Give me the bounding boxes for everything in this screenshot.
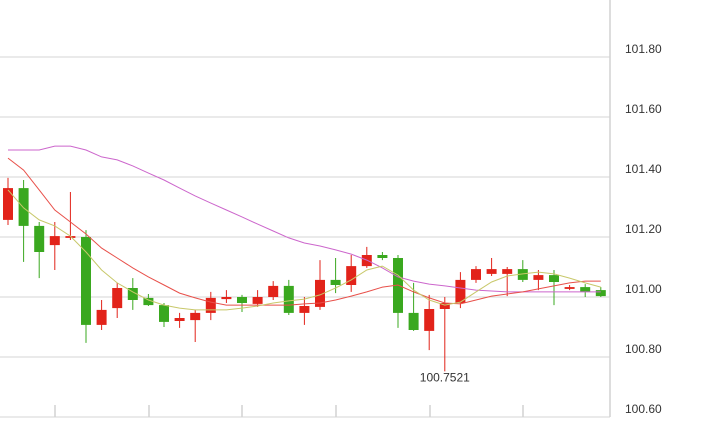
candle-body (315, 279, 325, 307)
candle-body (96, 309, 107, 325)
candle-body (330, 279, 341, 285)
candle-body (18, 188, 29, 226)
candle-body (252, 297, 263, 304)
candle-body (580, 287, 591, 292)
candle-body (455, 279, 466, 303)
candle-body (564, 287, 575, 289)
candle-body (471, 269, 481, 280)
candle-body (65, 236, 76, 238)
y-tick-label: 101.60 (625, 102, 662, 116)
low-annotation: 100.7521 (420, 371, 470, 385)
candle-body (34, 225, 45, 252)
candle-body (143, 297, 154, 306)
y-tick-label: 101.20 (625, 222, 662, 236)
moving-average-line (7, 157, 601, 306)
candle-body (237, 297, 247, 303)
y-tick-label: 101.00 (625, 282, 662, 296)
candle-body (49, 236, 60, 246)
candle-body (3, 188, 13, 220)
candle-body (127, 288, 138, 300)
candle-body (533, 275, 544, 280)
moving-average-line (8, 145, 601, 293)
candle-body (299, 306, 310, 313)
candle-body (377, 255, 388, 258)
candle-body (549, 275, 559, 282)
candle-body (81, 237, 91, 325)
y-tick-label: 101.40 (625, 162, 662, 176)
candle-body (190, 312, 201, 321)
y-tick-label: 100.80 (625, 342, 662, 356)
candle-body (517, 269, 528, 280)
candle-body (112, 288, 123, 309)
candle-body (221, 297, 232, 300)
candle-body (346, 266, 357, 285)
candle-body (159, 305, 169, 322)
candle-body (424, 309, 435, 331)
candle-body (283, 285, 294, 313)
x-ticks (54, 405, 524, 417)
candle-body (408, 312, 419, 330)
y-tick-label: 101.80 (625, 42, 662, 56)
candle-body (595, 290, 606, 297)
moving-average-line (7, 189, 601, 311)
candle-body (268, 285, 279, 297)
candle-body (502, 269, 513, 274)
candle-body (174, 318, 185, 321)
candle-body (486, 269, 497, 274)
candle-body (439, 303, 450, 309)
candle-body (205, 297, 216, 313)
y-tick-label: 100.60 (625, 402, 662, 416)
